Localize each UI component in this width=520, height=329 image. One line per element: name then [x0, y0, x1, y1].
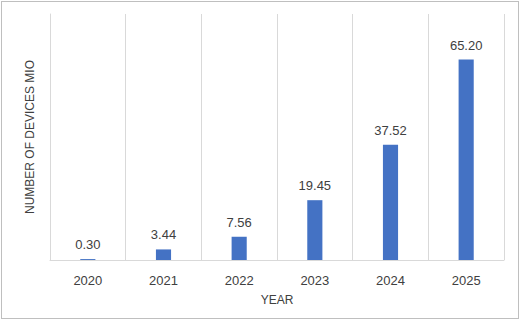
svg-text:2021: 2021: [149, 273, 178, 288]
svg-text:19.45: 19.45: [299, 178, 332, 193]
svg-text:65.20: 65.20: [450, 38, 483, 53]
svg-text:YEAR: YEAR: [261, 293, 294, 307]
svg-text:7.56: 7.56: [227, 215, 252, 230]
svg-text:2020: 2020: [73, 273, 102, 288]
svg-text:2022: 2022: [225, 273, 254, 288]
svg-text:0.30: 0.30: [75, 237, 100, 252]
svg-text:2023: 2023: [300, 273, 329, 288]
svg-text:2024: 2024: [376, 273, 405, 288]
svg-text:2025: 2025: [452, 273, 481, 288]
svg-text:37.52: 37.52: [374, 123, 407, 138]
svg-text:NUMBER OF DEVICES MIO: NUMBER OF DEVICES MIO: [23, 60, 37, 214]
svg-text:3.44: 3.44: [151, 227, 176, 242]
